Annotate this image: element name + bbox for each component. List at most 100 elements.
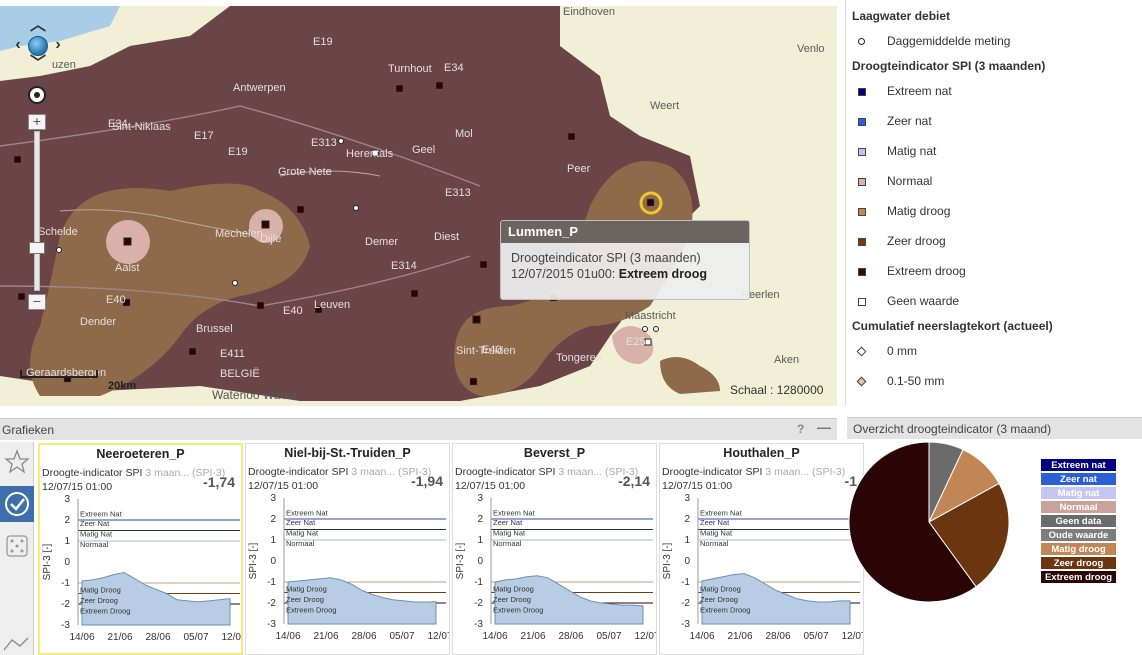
chart-panel[interactable]: Neeroeteren_P Droogte-indicator SPI 3 maa…	[38, 443, 243, 655]
zoom-in-button[interactable]: +	[28, 114, 46, 130]
band-label: Matig Droog	[700, 584, 741, 593]
pan-left-icon[interactable]: ‹	[15, 36, 21, 53]
popup-title: Lummen_P	[501, 221, 749, 243]
legend-label: Zeer nat	[887, 114, 932, 128]
band-label: Zeer Droog	[700, 595, 738, 604]
zoom-slider-track[interactable]	[34, 131, 40, 291]
panel-value: -1,94	[411, 473, 443, 489]
dice-button[interactable]	[0, 528, 34, 564]
favorite-button[interactable]	[0, 444, 34, 480]
circle-icon	[858, 38, 865, 45]
pan-control[interactable]: ︿ ‹ › ﹀	[12, 17, 64, 72]
legend-label: Daggemiddelde meting	[887, 34, 1011, 48]
chart-toggle-button[interactable]	[0, 632, 34, 654]
overzicht-legend-item: Geen data	[1040, 514, 1117, 528]
overzicht-legend-item: Zeer nat	[1040, 472, 1117, 486]
x-tick-label: 05/07	[389, 631, 414, 642]
square-icon	[858, 238, 866, 246]
scale-bar-label: 20km	[108, 380, 137, 392]
popup-indicator: Droogteindicator SPI (3 maanden)	[511, 251, 701, 265]
station-popup: Lummen_P Droogteindicator SPI (3 maanden…	[500, 220, 750, 300]
spi-area-series	[81, 571, 231, 626]
band-label: Matig Droog	[493, 584, 534, 593]
panel-date: 12/07/15 01:00	[455, 480, 526, 492]
overzicht-legend-item: Normaal	[1040, 500, 1117, 514]
y-tick-label: 1	[64, 536, 70, 547]
band-label: Zeer Nat	[493, 518, 523, 527]
band-label: Matig Nat	[493, 529, 526, 538]
x-tick-label: 21/06	[727, 631, 752, 642]
overzicht-legend-item: Extreem droog	[1040, 570, 1117, 584]
x-tick-label: 14/06	[689, 631, 714, 642]
band-label: Matig Nat	[700, 529, 733, 538]
panel-date: 12/07/15 01:00	[662, 480, 733, 492]
pie-slice-zeer-droog[interactable]	[928, 482, 1010, 588]
pan-down-icon[interactable]: ﹀	[30, 55, 47, 72]
legend-heading-laagwater: Laagwater debiet	[852, 9, 951, 23]
zoom-slider-thumb[interactable]	[29, 242, 45, 254]
y-tick-label: -3	[61, 620, 70, 631]
band-label: Extreem Nat	[700, 509, 743, 518]
x-tick-label: 28/06	[351, 631, 376, 642]
diamond-icon	[856, 376, 867, 387]
band-label: Matig Nat	[286, 529, 319, 538]
square-icon	[858, 208, 866, 216]
zoom-out-button[interactable]: −	[28, 294, 46, 310]
pan-up-icon[interactable]: ︿	[30, 17, 47, 34]
band-label: Normaal	[80, 540, 109, 549]
select-button[interactable]	[0, 486, 34, 522]
grafieken-toolbar	[0, 442, 34, 655]
check-circle-icon	[5, 492, 29, 516]
globe-icon[interactable]	[28, 36, 48, 56]
band-label: Matig Droog	[286, 584, 327, 593]
y-tick-label: 2	[270, 514, 276, 525]
chart-panel[interactable]: Houthalen_P Droogte-indicator SPI 3 maan.…	[659, 443, 864, 655]
diamond-icon	[856, 346, 867, 357]
panel-indicator: Droogte-indicator SPI 3 maan... (SPI-3)	[455, 466, 638, 478]
legend-heading-cumulatief: Cumulatief neerslagtekort (actueel)	[852, 319, 1053, 333]
indicator-label: Droogte-indicator SPI	[662, 466, 766, 478]
band-label: Zeer Droog	[286, 595, 324, 604]
y-axis-label: SPI-3 [-]	[248, 542, 259, 579]
x-tick-label: 14/06	[275, 631, 300, 642]
y-tick-label: -2	[61, 599, 70, 610]
x-tick-label: 21/06	[313, 631, 338, 642]
locate-icon[interactable]	[28, 86, 46, 104]
indicator-label: Droogte-indicator SPI	[455, 466, 559, 478]
square-icon	[858, 178, 866, 186]
legend-label: 0.1-50 mm	[887, 374, 945, 388]
indicator-unit: 3 maan... (SPI-3)	[558, 466, 639, 478]
band-label: Normaal	[700, 539, 729, 548]
x-tick-label: 21/06	[107, 632, 132, 643]
help-icon[interactable]: ?	[797, 422, 805, 436]
map-canvas[interactable]	[0, 6, 837, 406]
pie-slice-extreem-droog[interactable]	[848, 441, 977, 603]
band-label: Matig Nat	[80, 530, 113, 539]
panel-indicator: Droogte-indicator SPI 3 maan... (SPI-3)	[42, 467, 225, 479]
overzicht-pie-chart	[848, 441, 1010, 603]
band-label: Zeer Droog	[80, 596, 118, 605]
minimize-icon[interactable]: —	[817, 419, 831, 435]
chart-panel[interactable]: Beverst_P Droogte-indicator SPI 3 maan...…	[452, 443, 657, 655]
grafieken-header: Grafieken ? —	[0, 418, 837, 440]
y-tick-label: -3	[681, 619, 690, 630]
dice-icon	[6, 535, 28, 557]
zoom-control[interactable]: + −	[28, 114, 48, 310]
y-tick-label: -1	[267, 577, 276, 588]
x-tick-label: 28/06	[558, 631, 583, 642]
panel-value: -1,74	[203, 474, 235, 490]
panel-date: 12/07/15 01:00	[248, 480, 319, 492]
y-tick-label: -2	[681, 598, 690, 609]
map-view[interactable]: Eindhoven Venlo Weert Heerlen Aken Maastricht…	[0, 6, 837, 406]
band-label: Extreem Droog	[286, 605, 336, 614]
y-tick-label: -1	[681, 577, 690, 588]
legend-label: Geen waarde	[887, 294, 960, 308]
chart-panel[interactable]: Niel-bij-St.-Truiden_P Droogte-indicator …	[245, 443, 450, 655]
pan-right-icon[interactable]: ›	[55, 36, 61, 53]
overzicht-legend-item: Extreem nat	[1040, 458, 1117, 472]
line-chart-icon	[3, 637, 29, 651]
band-label: Normaal	[286, 539, 315, 548]
